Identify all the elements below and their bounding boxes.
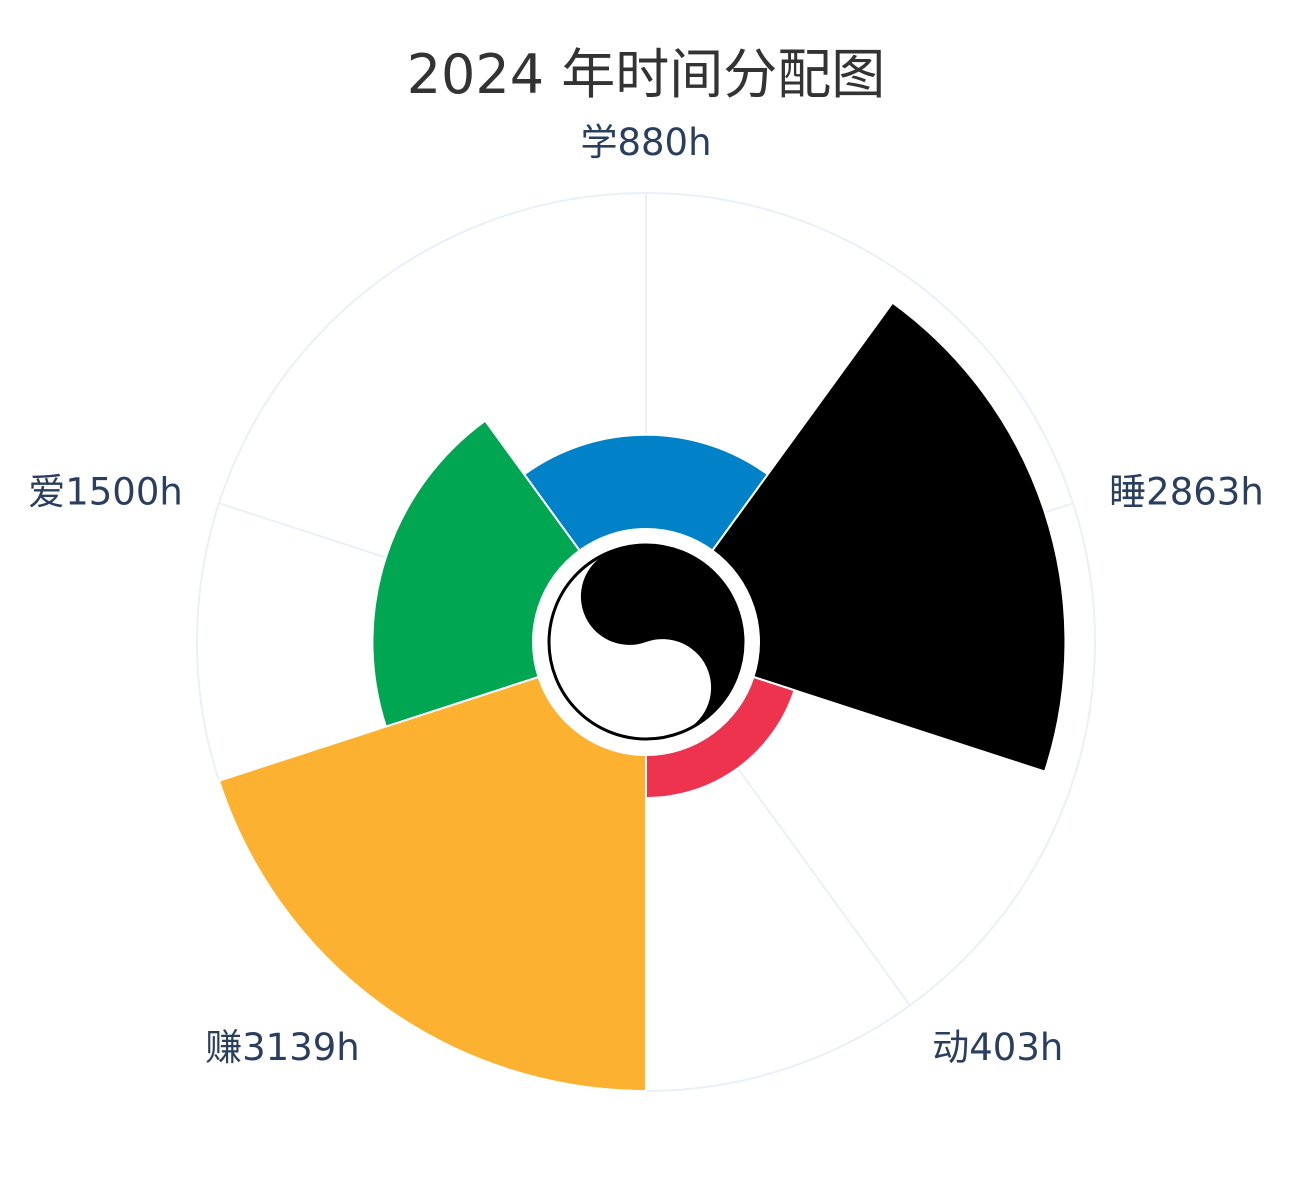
chart-title: 2024 年时间分配图 bbox=[407, 43, 886, 106]
icon-dot-light bbox=[649, 674, 676, 701]
bars-group bbox=[217, 301, 1067, 1093]
grid-spoke bbox=[711, 732, 911, 1006]
angular-tick-labels: 学880h 睡2863h 动403h 赚3139h 爱1500h bbox=[28, 121, 1264, 1069]
tick-label-动: 动403h bbox=[932, 1026, 1063, 1069]
yin-yang-icon bbox=[545, 541, 747, 743]
tick-label-赚: 赚3139h bbox=[205, 1026, 360, 1069]
bar-睡[interactable] bbox=[711, 301, 1067, 773]
tick-label-学: 学880h bbox=[580, 121, 711, 164]
bar-学[interactable] bbox=[522, 433, 770, 552]
bar-赚[interactable] bbox=[217, 675, 647, 1093]
tick-label-爱: 爱1500h bbox=[28, 471, 183, 514]
bar-爱[interactable] bbox=[371, 419, 581, 728]
icon-dot-dark bbox=[616, 583, 643, 610]
tick-label-睡: 睡2863h bbox=[1109, 471, 1264, 514]
